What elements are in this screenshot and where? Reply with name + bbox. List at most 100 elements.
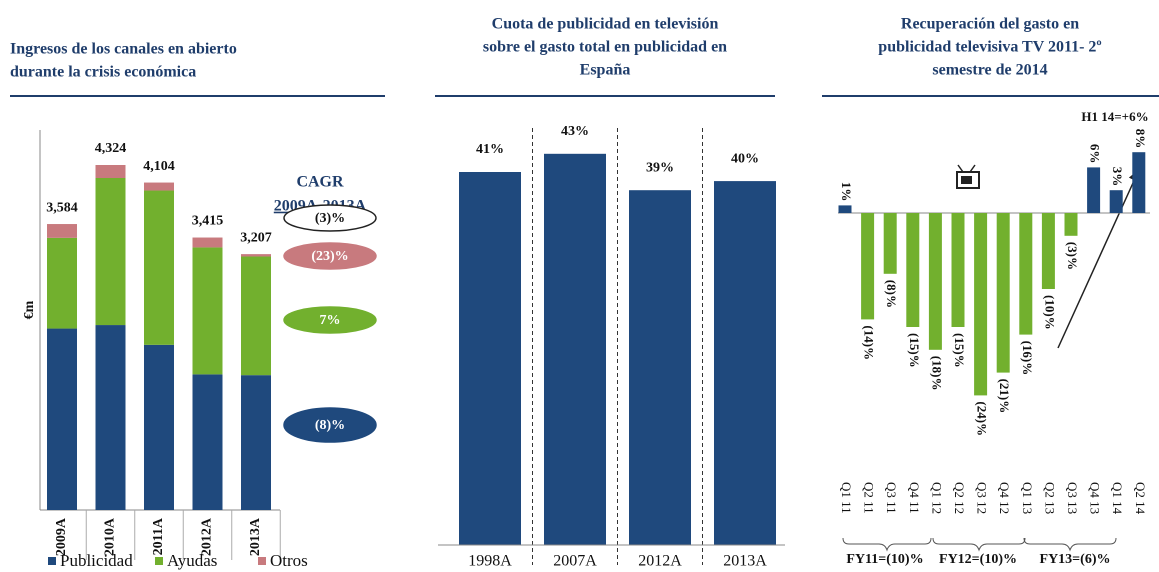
x-tick-label: 2011A	[151, 517, 166, 555]
annotation: H1 14=+6%	[1081, 109, 1148, 124]
x-tick-label: Q1 13	[1020, 482, 1035, 514]
value-label: (15)%	[952, 333, 967, 368]
chart-title: publicidad televisiva TV 2011- 2º	[878, 39, 1101, 56]
value-label: 3%	[1110, 167, 1125, 187]
x-tick-label: 2013A	[723, 553, 767, 570]
value-label: (21)%	[997, 379, 1012, 414]
bar-segment	[192, 247, 223, 375]
cagr-value: (3)%	[315, 211, 345, 226]
bar	[883, 213, 897, 274]
x-tick-label: 2009A	[54, 517, 69, 556]
cagr-value: (23)%	[311, 249, 348, 264]
bar	[1132, 152, 1146, 213]
bar-segment	[95, 178, 126, 326]
value-label: 1%	[839, 182, 854, 202]
x-tick-label: Q1 12	[929, 482, 944, 514]
x-tick-label: Q3 12	[975, 482, 990, 514]
cagr-badge	[283, 242, 377, 270]
x-tick-label: Q2 11	[862, 482, 877, 514]
chart-title: semestre de 2014	[932, 62, 1047, 79]
value-label: 40%	[731, 151, 759, 166]
bar-segment	[192, 374, 223, 510]
value-label: (10)%	[1042, 295, 1057, 330]
chart-title: España	[580, 62, 631, 79]
bar	[459, 172, 521, 545]
value-label: (3)%	[1065, 242, 1080, 270]
annotation: FY11=(10)%	[846, 552, 923, 567]
bar	[544, 153, 606, 545]
bar-segment	[241, 254, 271, 257]
annotation: FY13=(6)%	[1040, 552, 1111, 567]
value-label: 8%	[1133, 129, 1148, 149]
bar-segment	[192, 237, 223, 248]
value-label: 41%	[476, 142, 504, 157]
chart-title: Ingresos de los canales en abierto	[10, 41, 237, 58]
value-label: 39%	[646, 160, 674, 175]
x-tick-label: Q3 13	[1065, 482, 1080, 514]
cagr-badge	[283, 306, 377, 334]
x-tick-label: 1998A	[468, 553, 512, 570]
bar-segment	[47, 237, 77, 329]
cagr-badge	[283, 407, 377, 443]
bar	[1064, 213, 1078, 236]
total-label: 4,104	[143, 159, 175, 174]
value-label: (8)%	[884, 280, 899, 308]
x-tick-label: Q1 11	[839, 482, 854, 514]
x-tick-label: Q1 14	[1110, 482, 1125, 515]
bar-segment	[47, 328, 77, 510]
value-label: (15)%	[907, 333, 922, 368]
legend-swatch	[48, 557, 56, 565]
x-tick-label: 2007A	[553, 553, 597, 570]
bar	[838, 205, 852, 213]
legend-label: Otros	[270, 551, 308, 570]
y-axis-label: €m	[22, 300, 37, 319]
legend-label: Ayudas	[167, 551, 217, 570]
x-tick-label: 2010A	[103, 517, 118, 556]
x-tick-label: 2012A	[638, 553, 682, 570]
bar-segment	[144, 182, 174, 191]
legend-label: Publicidad	[60, 551, 133, 570]
bar-segment	[95, 325, 126, 510]
brace	[1023, 537, 1117, 552]
bar	[906, 213, 920, 327]
chart-title: sobre el gasto total en publicidad en	[483, 39, 727, 56]
legend-swatch	[155, 557, 163, 565]
bar	[1041, 213, 1055, 289]
x-tick-label: Q4 12	[997, 482, 1012, 514]
bar-segment	[144, 190, 174, 345]
bar-segment	[241, 375, 271, 510]
x-tick-label: Q2 12	[952, 482, 967, 514]
value-label: 43%	[561, 124, 589, 139]
x-tick-label: Q4 11	[907, 482, 922, 514]
bar	[951, 213, 965, 327]
legend-swatch	[258, 557, 266, 565]
annotation: FY12=(10)%	[939, 552, 1017, 567]
bar	[1109, 190, 1123, 213]
chart-title: durante la crisis económica	[10, 64, 196, 81]
bar-segment	[241, 256, 271, 376]
brace	[842, 537, 932, 552]
trend-arrow	[1057, 169, 1140, 349]
bar-segment	[47, 224, 77, 238]
cagr-badge	[283, 204, 377, 232]
total-label: 4,324	[95, 141, 127, 156]
x-tick-label: Q2 13	[1042, 482, 1057, 514]
value-label: (24)%	[975, 401, 990, 436]
brace	[932, 537, 1026, 552]
total-label: 3,207	[240, 230, 272, 245]
value-label: (16)%	[1020, 341, 1035, 376]
total-label: 3,584	[46, 200, 78, 215]
value-label: (14)%	[862, 325, 877, 360]
bar	[928, 213, 942, 350]
bar	[629, 190, 691, 545]
x-tick-label: 2013A	[248, 517, 263, 556]
tv-icon	[956, 164, 980, 189]
bar	[714, 181, 776, 545]
chart-title: Recuperación del gasto en	[901, 16, 1079, 33]
total-label: 3,415	[192, 214, 224, 229]
bar-segment	[144, 344, 174, 510]
chart-title: Cuota de publicidad en televisión	[492, 16, 719, 33]
cagr-title: CAGR	[296, 174, 344, 191]
bar	[1087, 167, 1101, 213]
